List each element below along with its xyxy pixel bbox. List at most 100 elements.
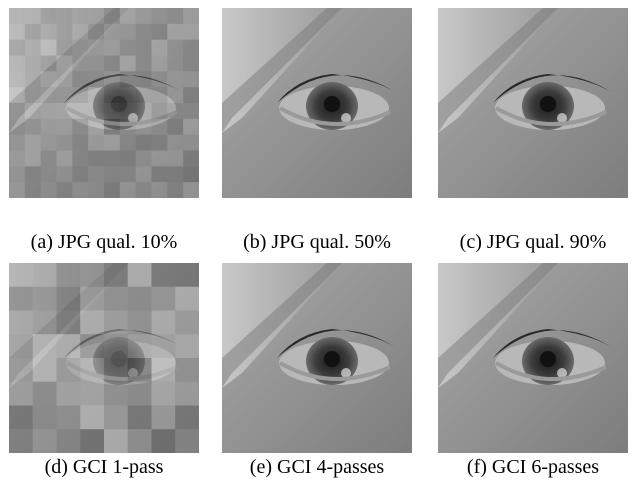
block-artifact: [175, 358, 199, 382]
block-artifact: [57, 87, 73, 103]
block-artifact: [167, 8, 183, 24]
block-artifact: [152, 287, 176, 311]
block-artifact: [57, 103, 73, 119]
block-artifact: [175, 287, 199, 311]
block-artifact: [136, 182, 152, 198]
block-artifact: [120, 182, 136, 198]
block-artifact: [80, 382, 104, 406]
block-artifact: [152, 8, 168, 24]
block-artifact: [41, 56, 57, 72]
block-artifact: [104, 135, 120, 151]
block-artifact: [57, 334, 81, 358]
block-artifact: [80, 311, 104, 335]
block-artifact: [25, 87, 41, 103]
block-artifact: [120, 103, 136, 119]
block-artifact: [57, 24, 73, 40]
block-artifact: [152, 182, 168, 198]
block-artifact: [120, 8, 136, 24]
block-artifact: [25, 151, 41, 167]
block-artifact: [175, 263, 199, 287]
panel-caption: (d) GCI 1-pass: [0, 456, 211, 479]
block-artifact: [128, 406, 152, 430]
block-artifact: [9, 287, 33, 311]
block-artifact: [25, 40, 41, 56]
block-artifact: [25, 182, 41, 198]
block-artifact: [9, 8, 25, 24]
block-artifact: [120, 87, 136, 103]
panel-image: [438, 8, 628, 198]
block-artifact: [80, 334, 104, 358]
block-artifact: [33, 358, 57, 382]
block-artifact: [104, 311, 128, 335]
figure: (a) JPG qual. 10%(b) JPG qual. 50%(c) JP…: [0, 0, 641, 487]
block-artifact: [120, 166, 136, 182]
block-artifact: [88, 71, 104, 87]
block-artifact: [72, 87, 88, 103]
block-artifact: [167, 71, 183, 87]
block-artifact: [183, 56, 199, 72]
block-artifact: [167, 24, 183, 40]
block-artifact: [136, 24, 152, 40]
block-artifact: [57, 40, 73, 56]
block-artifact: [88, 166, 104, 182]
block-artifact: [33, 382, 57, 406]
block-artifact: [128, 429, 152, 453]
block-artifact: [167, 135, 183, 151]
block-artifact: [88, 103, 104, 119]
block-artifact: [183, 119, 199, 135]
block-artifact: [9, 334, 33, 358]
block-artifact: [152, 135, 168, 151]
block-artifact: [167, 40, 183, 56]
block-artifact: [9, 263, 33, 287]
block-artifact: [104, 103, 120, 119]
block-artifact: [128, 382, 152, 406]
block-artifact: [175, 334, 199, 358]
block-artifact: [152, 334, 176, 358]
block-artifact: [72, 166, 88, 182]
block-artifact: [152, 311, 176, 335]
block-artifact: [57, 429, 81, 453]
block-artifact: [72, 119, 88, 135]
block-artifact: [9, 56, 25, 72]
block-artifact: [183, 24, 199, 40]
image-content: [438, 263, 628, 453]
block-artifact: [167, 119, 183, 135]
block-artifact: [136, 87, 152, 103]
block-artifact: [152, 71, 168, 87]
block-artifact: [152, 166, 168, 182]
block-artifact: [104, 287, 128, 311]
block-artifact: [183, 135, 199, 151]
block-artifact: [120, 24, 136, 40]
block-artifact: [57, 358, 81, 382]
block-artifact: [33, 429, 57, 453]
block-artifact: [88, 135, 104, 151]
panel-caption: (e) GCI 4-passes: [210, 456, 424, 479]
block-artifact: [104, 40, 120, 56]
block-artifact: [104, 358, 128, 382]
block-artifact: [25, 103, 41, 119]
block-artifact: [104, 334, 128, 358]
panel-image: [438, 263, 628, 453]
block-artifact: [183, 40, 199, 56]
block-artifact: [104, 56, 120, 72]
block-artifact: [183, 87, 199, 103]
block-artifact: [72, 24, 88, 40]
block-artifact: [104, 151, 120, 167]
block-artifact: [128, 311, 152, 335]
block-artifact: [183, 8, 199, 24]
block-artifact: [41, 103, 57, 119]
block-artifact: [128, 263, 152, 287]
block-artifact: [167, 56, 183, 72]
block-artifact: [9, 135, 25, 151]
block-artifact: [80, 263, 104, 287]
block-artifact: [175, 429, 199, 453]
block-artifact: [136, 103, 152, 119]
block-artifact: [136, 40, 152, 56]
block-artifact: [41, 166, 57, 182]
panel-image: [222, 8, 412, 198]
panel-image: [222, 263, 412, 453]
block-artifact: [9, 103, 25, 119]
block-artifact: [25, 24, 41, 40]
block-artifact: [88, 151, 104, 167]
block-artifact: [183, 151, 199, 167]
